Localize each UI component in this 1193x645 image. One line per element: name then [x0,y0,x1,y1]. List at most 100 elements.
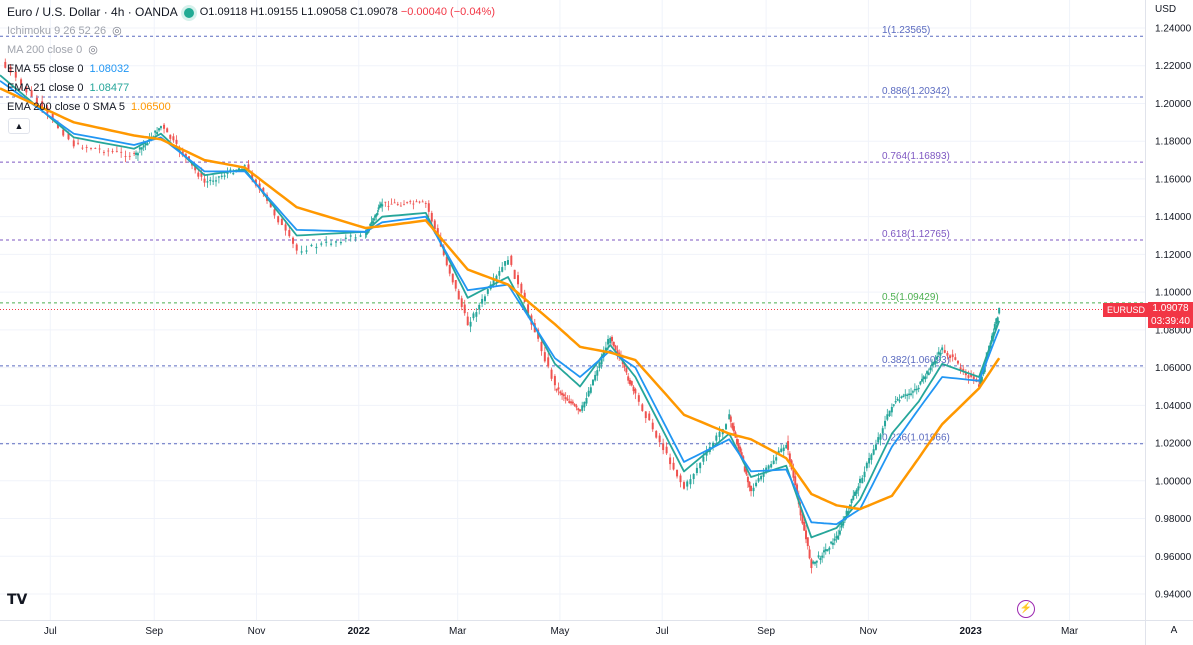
candle-body [251,173,254,180]
candle-body [951,354,954,358]
candle-body [806,537,809,547]
candle-body [370,222,373,225]
indicator-label: EMA 200 close 0 SMA 5 [7,101,126,113]
candle-body [543,352,546,362]
candle-body [686,481,689,487]
eye-hidden-icon[interactable]: ◎ [88,44,98,56]
candle-body [641,404,644,411]
candle-body [943,350,946,353]
candle-body [919,381,922,385]
time-tick-label: May [550,626,569,637]
candle-body [731,423,734,429]
candle-body [865,462,868,469]
candle-body [904,394,907,396]
symbol-title[interactable]: Euro / U.S. Dollar · 4h · OANDA [7,5,178,19]
candle-body [941,347,944,351]
candle-body [892,404,895,406]
candle-body [163,124,166,129]
candle-body [911,391,914,393]
candle-body [884,420,887,427]
candle-body [366,231,369,234]
indicator-label: EMA 55 close 0 [7,63,84,75]
candle-body [587,390,590,397]
candle-body [609,337,612,344]
candle-body [821,555,824,558]
auto-scale-button[interactable]: A [1170,625,1178,636]
candle-body [375,214,378,217]
time-tick-label: Nov [859,626,877,637]
candle-body [359,235,362,237]
candle-body [998,307,1001,314]
candle-body [894,401,897,403]
tradingview-logo-icon[interactable]: TV [7,592,28,608]
candle-body [954,357,957,360]
candle-body [956,360,959,364]
candle-body [822,550,825,553]
candle-body [381,204,384,207]
candle-body [81,147,84,149]
candle-body [762,473,765,477]
candle-body [612,341,615,347]
candle-body [62,129,65,136]
candle-body [206,181,209,183]
candle-body [506,260,509,265]
candle-body [498,271,501,276]
candle-body [796,484,799,494]
candle-body [540,341,543,352]
close-value: C1.09078 [350,6,398,18]
candle-body [900,396,903,398]
candle-body [755,482,758,487]
current-price-value: 1.09078 [1152,303,1189,314]
candle-body [232,173,235,175]
symbol-row[interactable]: Euro / U.S. Dollar · 4h · OANDA O1.09118… [7,3,495,22]
candle-body [475,312,478,317]
candle-body [780,448,783,452]
candle-body [41,101,44,108]
candle-body [460,298,463,307]
candle-body [712,442,715,448]
indicator-ma200[interactable]: MA 200 close 0 ◎ [7,41,495,60]
candle-body [330,243,333,245]
candle-body [77,142,80,144]
candle-body [339,242,342,244]
eye-hidden-icon[interactable]: ◎ [112,25,122,37]
candle-body [510,255,513,265]
candle-body [310,244,313,247]
candle-body [924,376,927,380]
currency-label[interactable]: USD [1155,4,1177,15]
candle-body [812,561,815,564]
candle-body [655,431,658,438]
candle-body [226,172,229,174]
indicator-ema55[interactable]: EMA 55 close 0 1.08032 [7,60,495,79]
collapse-legend-button[interactable]: ▲ [8,118,30,134]
market-status-icon[interactable] [183,7,194,18]
candle-body [570,401,573,404]
candle-body [737,443,740,449]
candle-body [169,134,172,139]
candle-body [949,355,952,359]
candle-body [934,360,937,364]
indicator-ema200[interactable]: EMA 200 close 0 SMA 5 1.06500 [7,98,495,117]
candle-body [573,404,576,406]
candle-body [581,405,584,411]
price-axis[interactable]: 1.24000 1.22000 1.20000 1.18000 1.16000 1.140… [1155,24,1192,601]
candle-body [67,133,70,140]
candle-body [365,232,368,235]
lightning-icon[interactable]: ⚡ [1017,600,1035,618]
candle-body [457,290,460,300]
candle-body [808,549,811,559]
time-axis[interactable]: Jul Sep Nov 2022 Mar May Jul Sep Nov 2023 Mar [44,626,1079,637]
candle-body [993,324,996,330]
price-tick-label: 1.18000 [1155,137,1192,148]
time-tick-label: Jul [656,626,669,637]
fib-retracement[interactable]: 1(1.23565) 0.886(1.20342) 0.764(1.16893) 0.… [0,25,1145,445]
indicator-ichimoku[interactable]: Ichimoku 9 26 52 26 ◎ [7,22,495,41]
symbol-price-tag: EURUSD [1103,303,1150,317]
candle-body [159,126,162,129]
candle-body [30,90,33,97]
candle-body [757,478,760,482]
candle-body [850,499,853,504]
indicator-ema21[interactable]: EMA 21 close 0 1.08477 [7,79,495,98]
candle-body [630,381,633,386]
